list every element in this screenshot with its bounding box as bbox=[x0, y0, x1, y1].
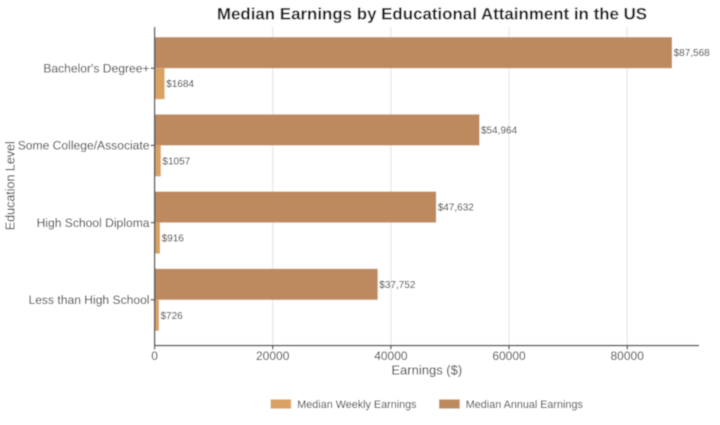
svg-text:$37,752: $37,752 bbox=[379, 280, 416, 291]
svg-text:Median Annual Earnings: Median Annual Earnings bbox=[466, 399, 584, 411]
svg-text:Education Level: Education Level bbox=[4, 141, 18, 230]
svg-text:40000: 40000 bbox=[374, 349, 408, 363]
svg-text:$47,632: $47,632 bbox=[438, 203, 475, 214]
svg-text:$54,964: $54,964 bbox=[481, 125, 518, 136]
svg-text:$87,568: $87,568 bbox=[674, 48, 711, 59]
svg-text:Some College/Associate: Some College/Associate bbox=[18, 139, 150, 153]
svg-text:20000: 20000 bbox=[256, 349, 290, 363]
svg-text:0: 0 bbox=[151, 349, 158, 363]
svg-text:60000: 60000 bbox=[492, 349, 526, 363]
svg-text:Bachelor's Degree+: Bachelor's Degree+ bbox=[43, 62, 149, 76]
svg-text:Median Weekly Earnings: Median Weekly Earnings bbox=[297, 399, 417, 411]
svg-text:$916: $916 bbox=[162, 234, 185, 245]
svg-text:$726: $726 bbox=[161, 311, 184, 322]
svg-text:$1057: $1057 bbox=[162, 156, 190, 167]
svg-text:High School Diploma: High School Diploma bbox=[37, 216, 150, 230]
svg-text:Earnings ($): Earnings ($) bbox=[391, 363, 462, 378]
svg-text:$1684: $1684 bbox=[166, 79, 194, 90]
svg-text:Median Earnings by Educational: Median Earnings by Educational Attainmen… bbox=[217, 5, 647, 24]
svg-text:80000: 80000 bbox=[611, 349, 645, 363]
svg-text:Less than High School: Less than High School bbox=[28, 293, 149, 307]
